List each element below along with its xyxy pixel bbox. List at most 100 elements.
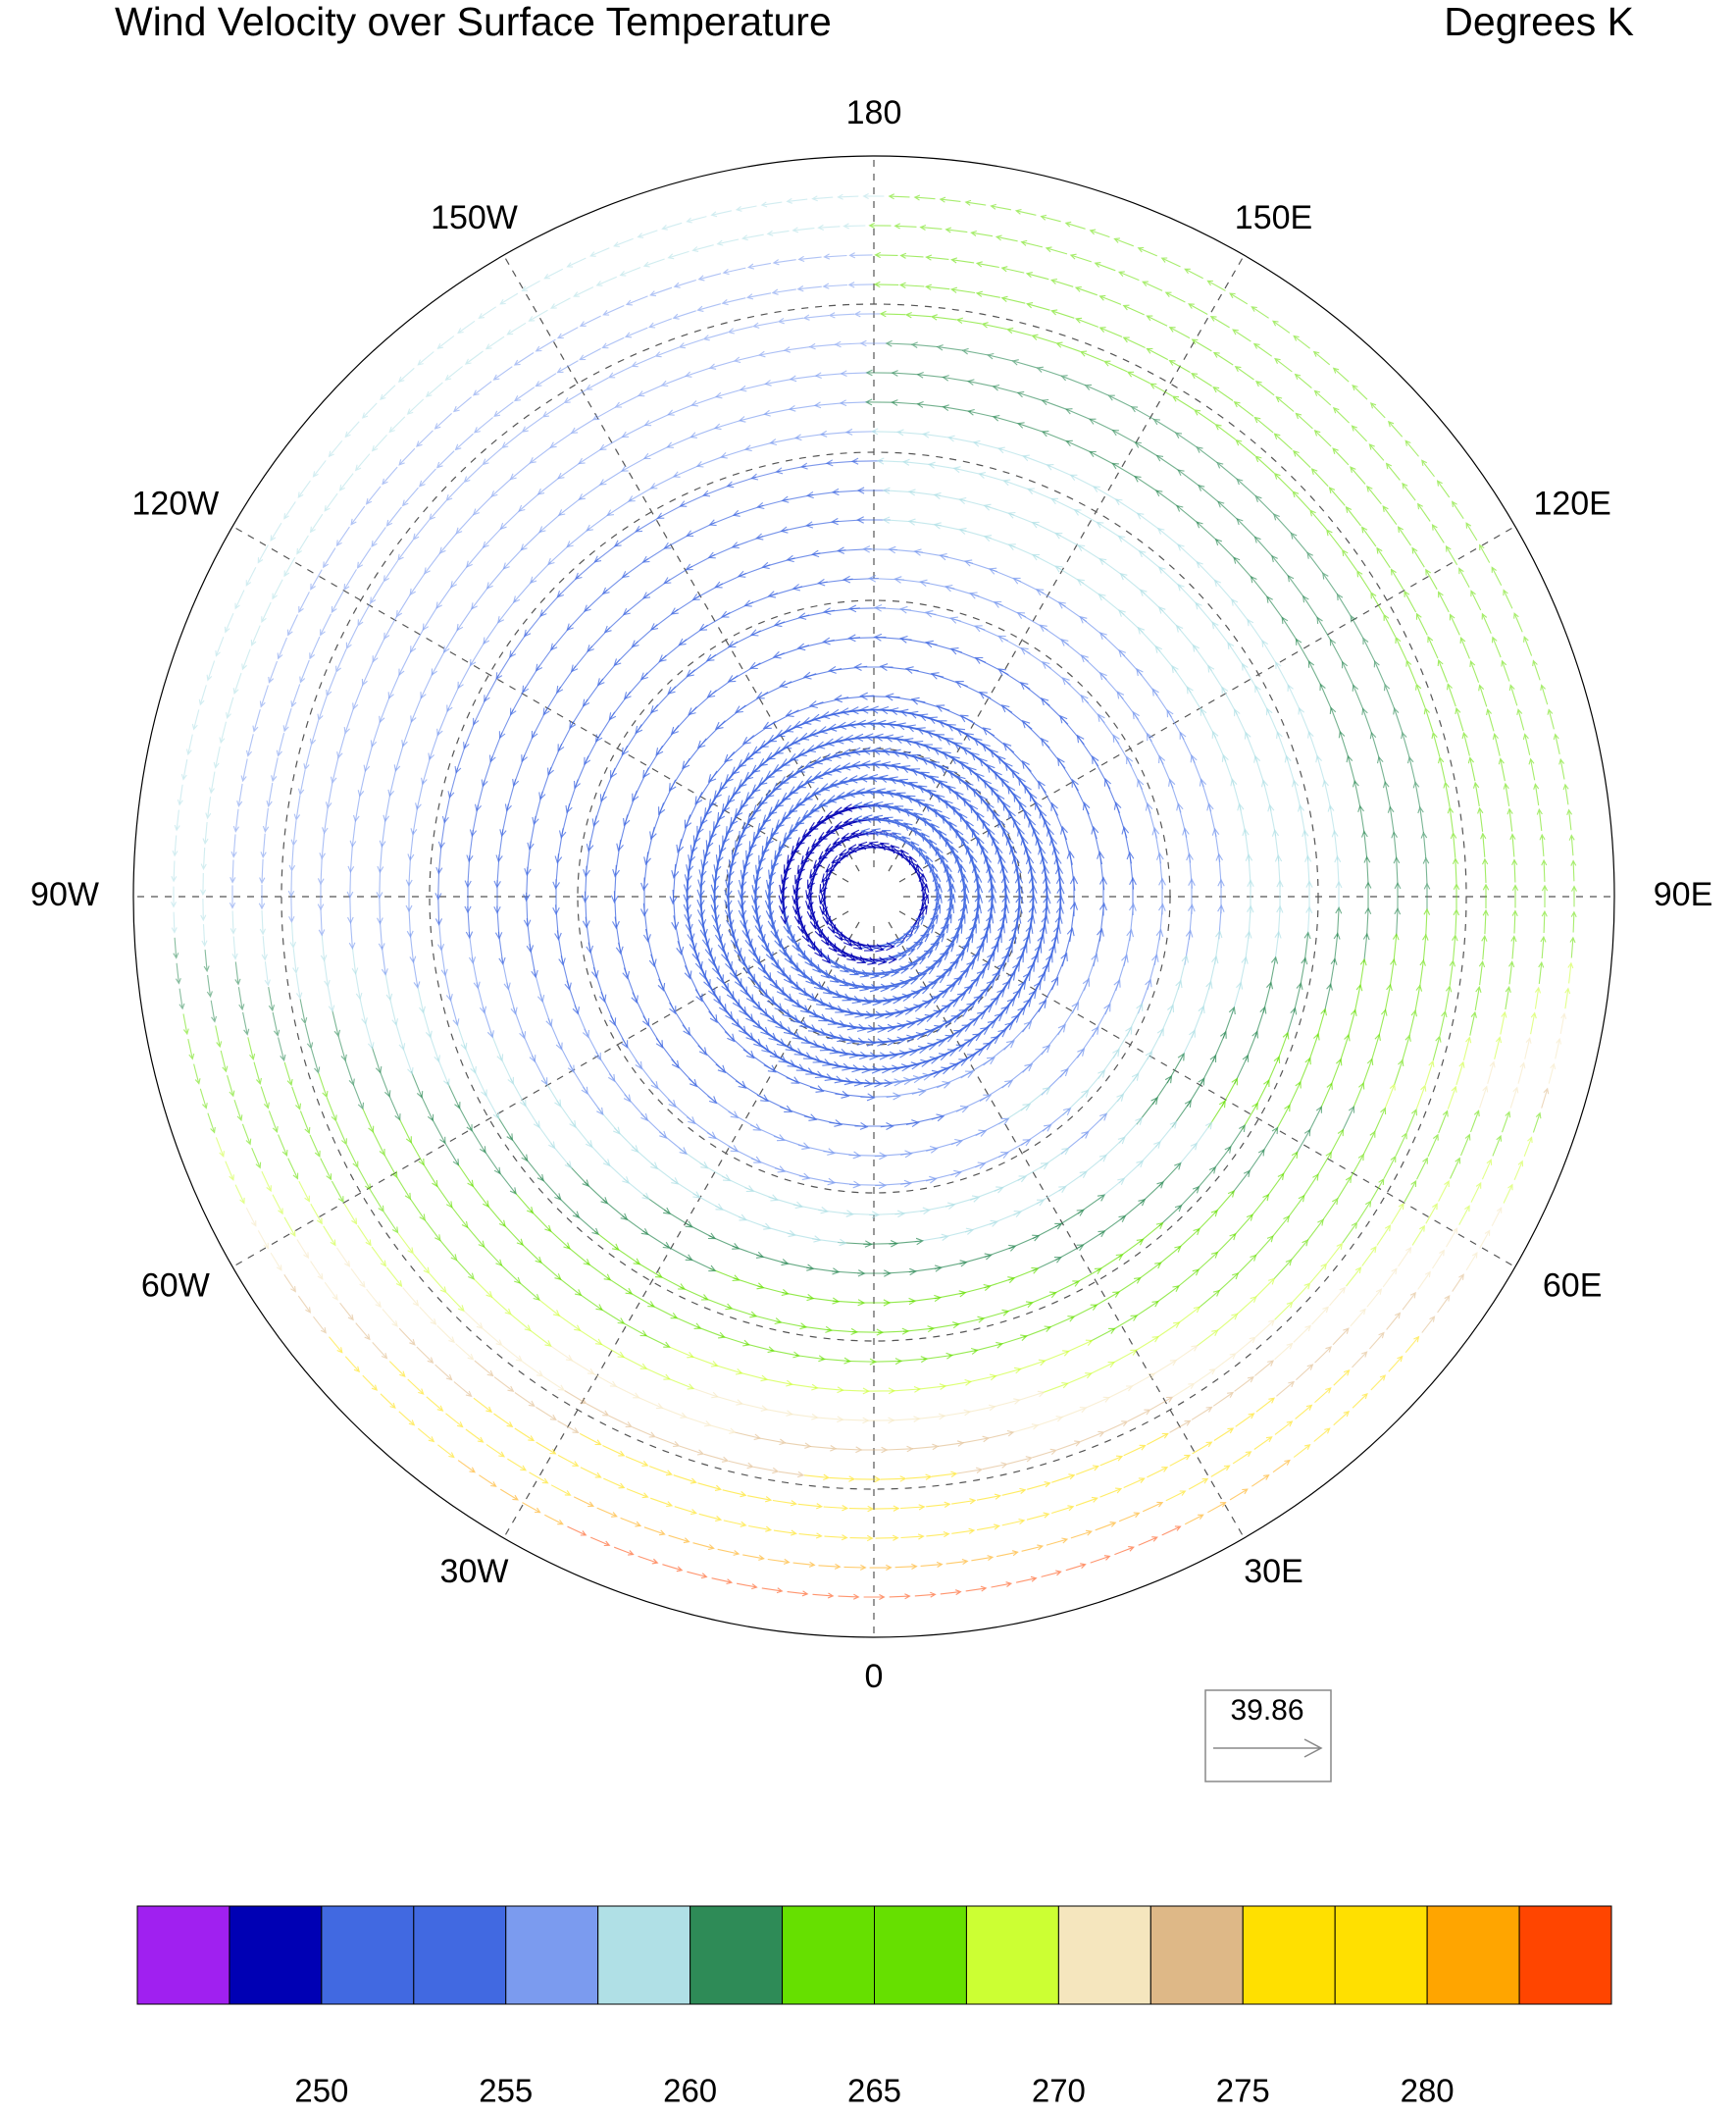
wind-arrow	[173, 937, 179, 959]
wind-arrow	[185, 734, 193, 756]
wind-arrow	[889, 1593, 911, 1600]
wind-arrow	[286, 614, 298, 637]
wind-arrow	[838, 1593, 860, 1600]
wind-arrow	[929, 863, 941, 909]
wind-arrow	[1026, 302, 1050, 311]
wind-arrow	[227, 1075, 235, 1098]
wind-arrow	[210, 1000, 218, 1023]
wind-arrow	[292, 948, 299, 974]
longitude-label: 120W	[131, 485, 219, 522]
wind-arrow	[541, 402, 565, 418]
wind-arrow	[509, 462, 532, 481]
wind-arrow	[1266, 1172, 1285, 1198]
wind-arrow	[473, 1278, 493, 1299]
wind-arrow	[845, 1358, 878, 1366]
wind-arrow	[1149, 1396, 1174, 1411]
wind-arrow	[589, 247, 610, 257]
wind-arrow	[764, 378, 792, 387]
wind-arrow	[1439, 1009, 1448, 1036]
wind-arrow	[283, 1061, 293, 1087]
wind-arrow	[602, 1445, 626, 1457]
wind-arrow	[1031, 334, 1056, 344]
wind-arrow	[1134, 441, 1159, 457]
wind-arrow	[1196, 1209, 1219, 1232]
wind-arrow	[1391, 831, 1398, 859]
wind-arrow	[364, 1021, 375, 1050]
wind-arrow	[290, 684, 301, 708]
wind-arrow	[175, 962, 181, 985]
wind-arrow	[444, 366, 463, 381]
wind-arrow	[844, 428, 876, 436]
wind-arrow	[1313, 389, 1332, 406]
wind-arrow	[1383, 683, 1396, 709]
wind-arrow	[579, 315, 601, 327]
wind-arrow	[944, 863, 953, 909]
wind-arrow	[1470, 1181, 1482, 1203]
wind-arrow	[413, 1253, 431, 1274]
wind-arrow	[473, 1397, 493, 1413]
wind-arrow	[736, 1582, 758, 1590]
wind-arrow	[1352, 779, 1361, 809]
wind-arrow	[1130, 406, 1155, 421]
wind-arrow	[578, 483, 603, 500]
wind-arrow	[668, 1534, 690, 1544]
wind-arrow	[840, 370, 869, 378]
wind-arrow	[1154, 490, 1180, 508]
wind-arrow	[361, 402, 378, 419]
wind-arrow	[352, 794, 361, 823]
wind-arrow	[1445, 544, 1458, 566]
wind-arrow	[1443, 781, 1451, 807]
wind-arrow	[1212, 351, 1234, 366]
wind-arrow	[1445, 985, 1453, 1011]
wind-arrow	[1481, 934, 1488, 960]
wind-arrow	[482, 527, 502, 548]
wind-arrow	[405, 855, 413, 888]
wind-arrow	[702, 332, 729, 341]
wind-arrow	[537, 1298, 561, 1316]
wind-arrow	[1017, 1359, 1047, 1370]
wind-arrow	[859, 339, 888, 347]
wind-arrow	[1547, 708, 1555, 730]
wind-arrow	[1293, 1444, 1311, 1458]
wind-arrow	[1500, 1010, 1507, 1035]
wind-arrow	[1404, 439, 1419, 457]
wind-arrow	[203, 950, 210, 973]
wind-arrow	[1417, 502, 1431, 522]
wind-arrow	[1534, 986, 1542, 1009]
wind-arrow	[1364, 906, 1372, 937]
wind-arrow	[234, 961, 241, 986]
wind-arrow	[398, 650, 412, 677]
wind-arrow	[1425, 1203, 1438, 1224]
wind-arrow	[397, 540, 414, 561]
wind-arrow	[395, 594, 411, 618]
wind-arrow	[179, 988, 185, 1010]
wind-arrow	[1404, 590, 1417, 613]
wind-arrow	[1176, 1268, 1200, 1288]
wind-arrow	[598, 436, 625, 451]
wind-arrow	[1337, 1175, 1353, 1200]
wind-arrow	[259, 909, 267, 936]
wind-arrow	[1022, 454, 1051, 467]
wind-arrow	[1006, 327, 1032, 336]
wind-arrow	[457, 320, 476, 335]
wind-arrow	[450, 1206, 469, 1229]
wind-arrow	[922, 431, 952, 439]
wind-arrow	[171, 911, 178, 934]
wind-arrow	[1255, 1397, 1276, 1413]
wind-arrow	[232, 672, 242, 695]
wind-arrow	[1319, 683, 1333, 711]
wind-arrow	[1553, 733, 1560, 755]
wind-arrow	[1370, 1033, 1381, 1061]
wind-arrow	[1064, 221, 1086, 230]
wind-arrow	[662, 1564, 684, 1573]
wind-arrow	[1511, 909, 1518, 934]
wind-arrow	[457, 1105, 473, 1132]
wind-arrow	[943, 1378, 973, 1387]
wind-arrow	[672, 310, 696, 320]
wind-arrow	[483, 1149, 501, 1175]
wind-arrow	[1394, 1058, 1404, 1085]
wind-arrow	[1169, 1419, 1192, 1433]
wind-arrow	[371, 1246, 387, 1267]
wind-arrow	[1196, 521, 1218, 542]
wind-arrow	[1427, 1133, 1439, 1158]
